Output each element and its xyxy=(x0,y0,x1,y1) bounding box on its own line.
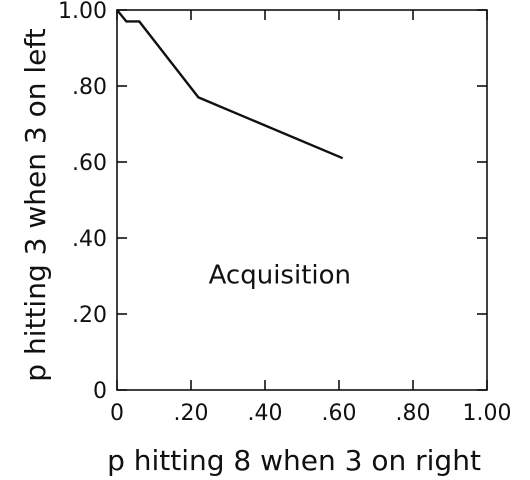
x-tick-label: .20 xyxy=(174,401,209,426)
y-axis-title: p hitting 3 when 3 on left xyxy=(19,28,52,381)
plot-layer: 0.20.40.60.801.000.20.40.60.80 1.00p hitt… xyxy=(19,0,511,477)
x-tick-label: .80 xyxy=(396,401,431,426)
x-tick-label: 1.00 xyxy=(463,401,512,426)
y-tick-label: 0 xyxy=(93,379,107,404)
x-tick-label: .40 xyxy=(248,401,283,426)
x-tick-label: 0 xyxy=(110,401,124,426)
x-axis-title: p hitting 8 when 3 on right xyxy=(107,444,481,477)
y-tick-label: .40 xyxy=(72,227,107,252)
y-tick-label: .20 xyxy=(72,303,107,328)
annotation-acquisition: Acquisition xyxy=(209,261,351,291)
x-tick-label: .60 xyxy=(322,401,357,426)
y-tick-label: .60 xyxy=(72,151,107,176)
series-line xyxy=(116,9,344,160)
y-tick-label: .80 xyxy=(72,75,107,100)
y-tick-label: 1.00 xyxy=(58,0,107,24)
plot-frame xyxy=(116,9,488,391)
